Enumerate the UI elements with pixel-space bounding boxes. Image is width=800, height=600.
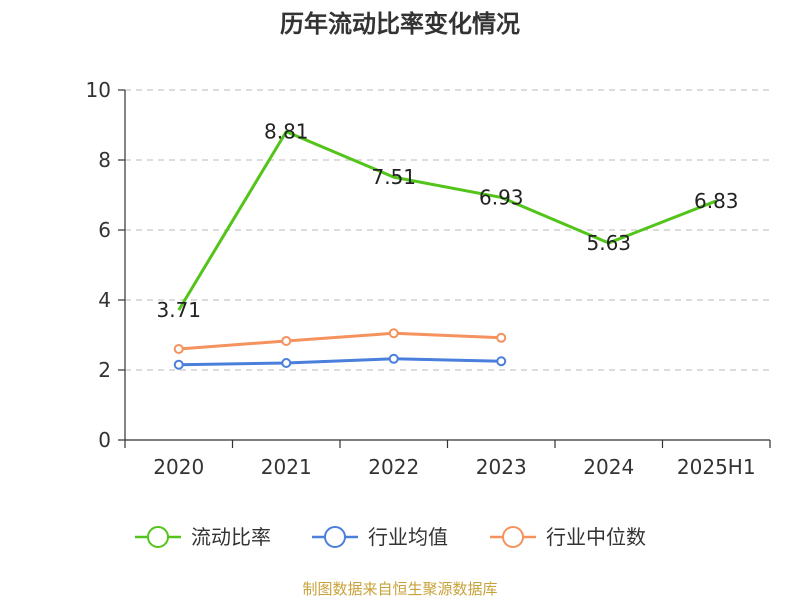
x-tick-label: 2023 [476, 455, 527, 479]
x-tick-label: 2024 [583, 455, 634, 479]
legend: 流动比率 行业均值 行业中位数 [135, 525, 646, 549]
source-note: 制图数据来自恒生聚源数据库 [302, 580, 497, 598]
series-point [173, 344, 184, 354]
y-tick-label: 6 [98, 218, 111, 242]
y-tick-label: 0 [98, 428, 111, 452]
x-tick-label: 2022 [368, 455, 419, 479]
data-label: 8.81 [264, 120, 309, 144]
y-tick-label: 10 [86, 78, 111, 102]
data-label: 3.71 [156, 298, 201, 322]
series-point [496, 356, 507, 367]
data-label: 6.93 [479, 185, 524, 209]
y-tick-label: 2 [98, 358, 111, 382]
data-label: 6.83 [694, 189, 739, 213]
legend-marker [147, 526, 169, 548]
data-label: 7.51 [371, 165, 416, 189]
series-point [388, 328, 399, 339]
legend-marker [502, 526, 524, 548]
axes: 0 2 4 6 8 10 2020 2021 2022 2023 2024 2025H1 [86, 78, 771, 479]
x-tick-label: 2021 [261, 455, 312, 479]
series-group [173, 130, 717, 370]
chart-title: 历年流动比率变化情况 [280, 10, 520, 38]
series-line [177, 130, 717, 311]
legend-item: 流动比率 [135, 525, 271, 549]
data-label: 5.63 [586, 231, 631, 255]
y-tick-label: 8 [98, 148, 111, 172]
series-line [178, 331, 502, 351]
series-point [388, 353, 399, 364]
legend-item: 行业中位数 [490, 525, 646, 549]
x-tick-label: 2020 [153, 455, 204, 479]
x-tick-label: 2025H1 [677, 455, 756, 479]
legend-marker [324, 526, 346, 548]
data-labels: 3.71 8.81 7.51 6.93 5.63 6.83 [156, 120, 738, 323]
legend-item: 行业均值 [312, 525, 448, 549]
grid [125, 89, 770, 371]
legend-label: 流动比率 [191, 525, 271, 549]
series-point [496, 332, 507, 343]
legend-label: 行业中位数 [546, 525, 646, 549]
series-point [281, 358, 292, 368]
series-line [178, 357, 502, 367]
y-tick-label: 4 [98, 288, 111, 312]
series-point [173, 359, 184, 370]
legend-label: 行业均值 [368, 525, 448, 549]
series-point [281, 335, 292, 346]
